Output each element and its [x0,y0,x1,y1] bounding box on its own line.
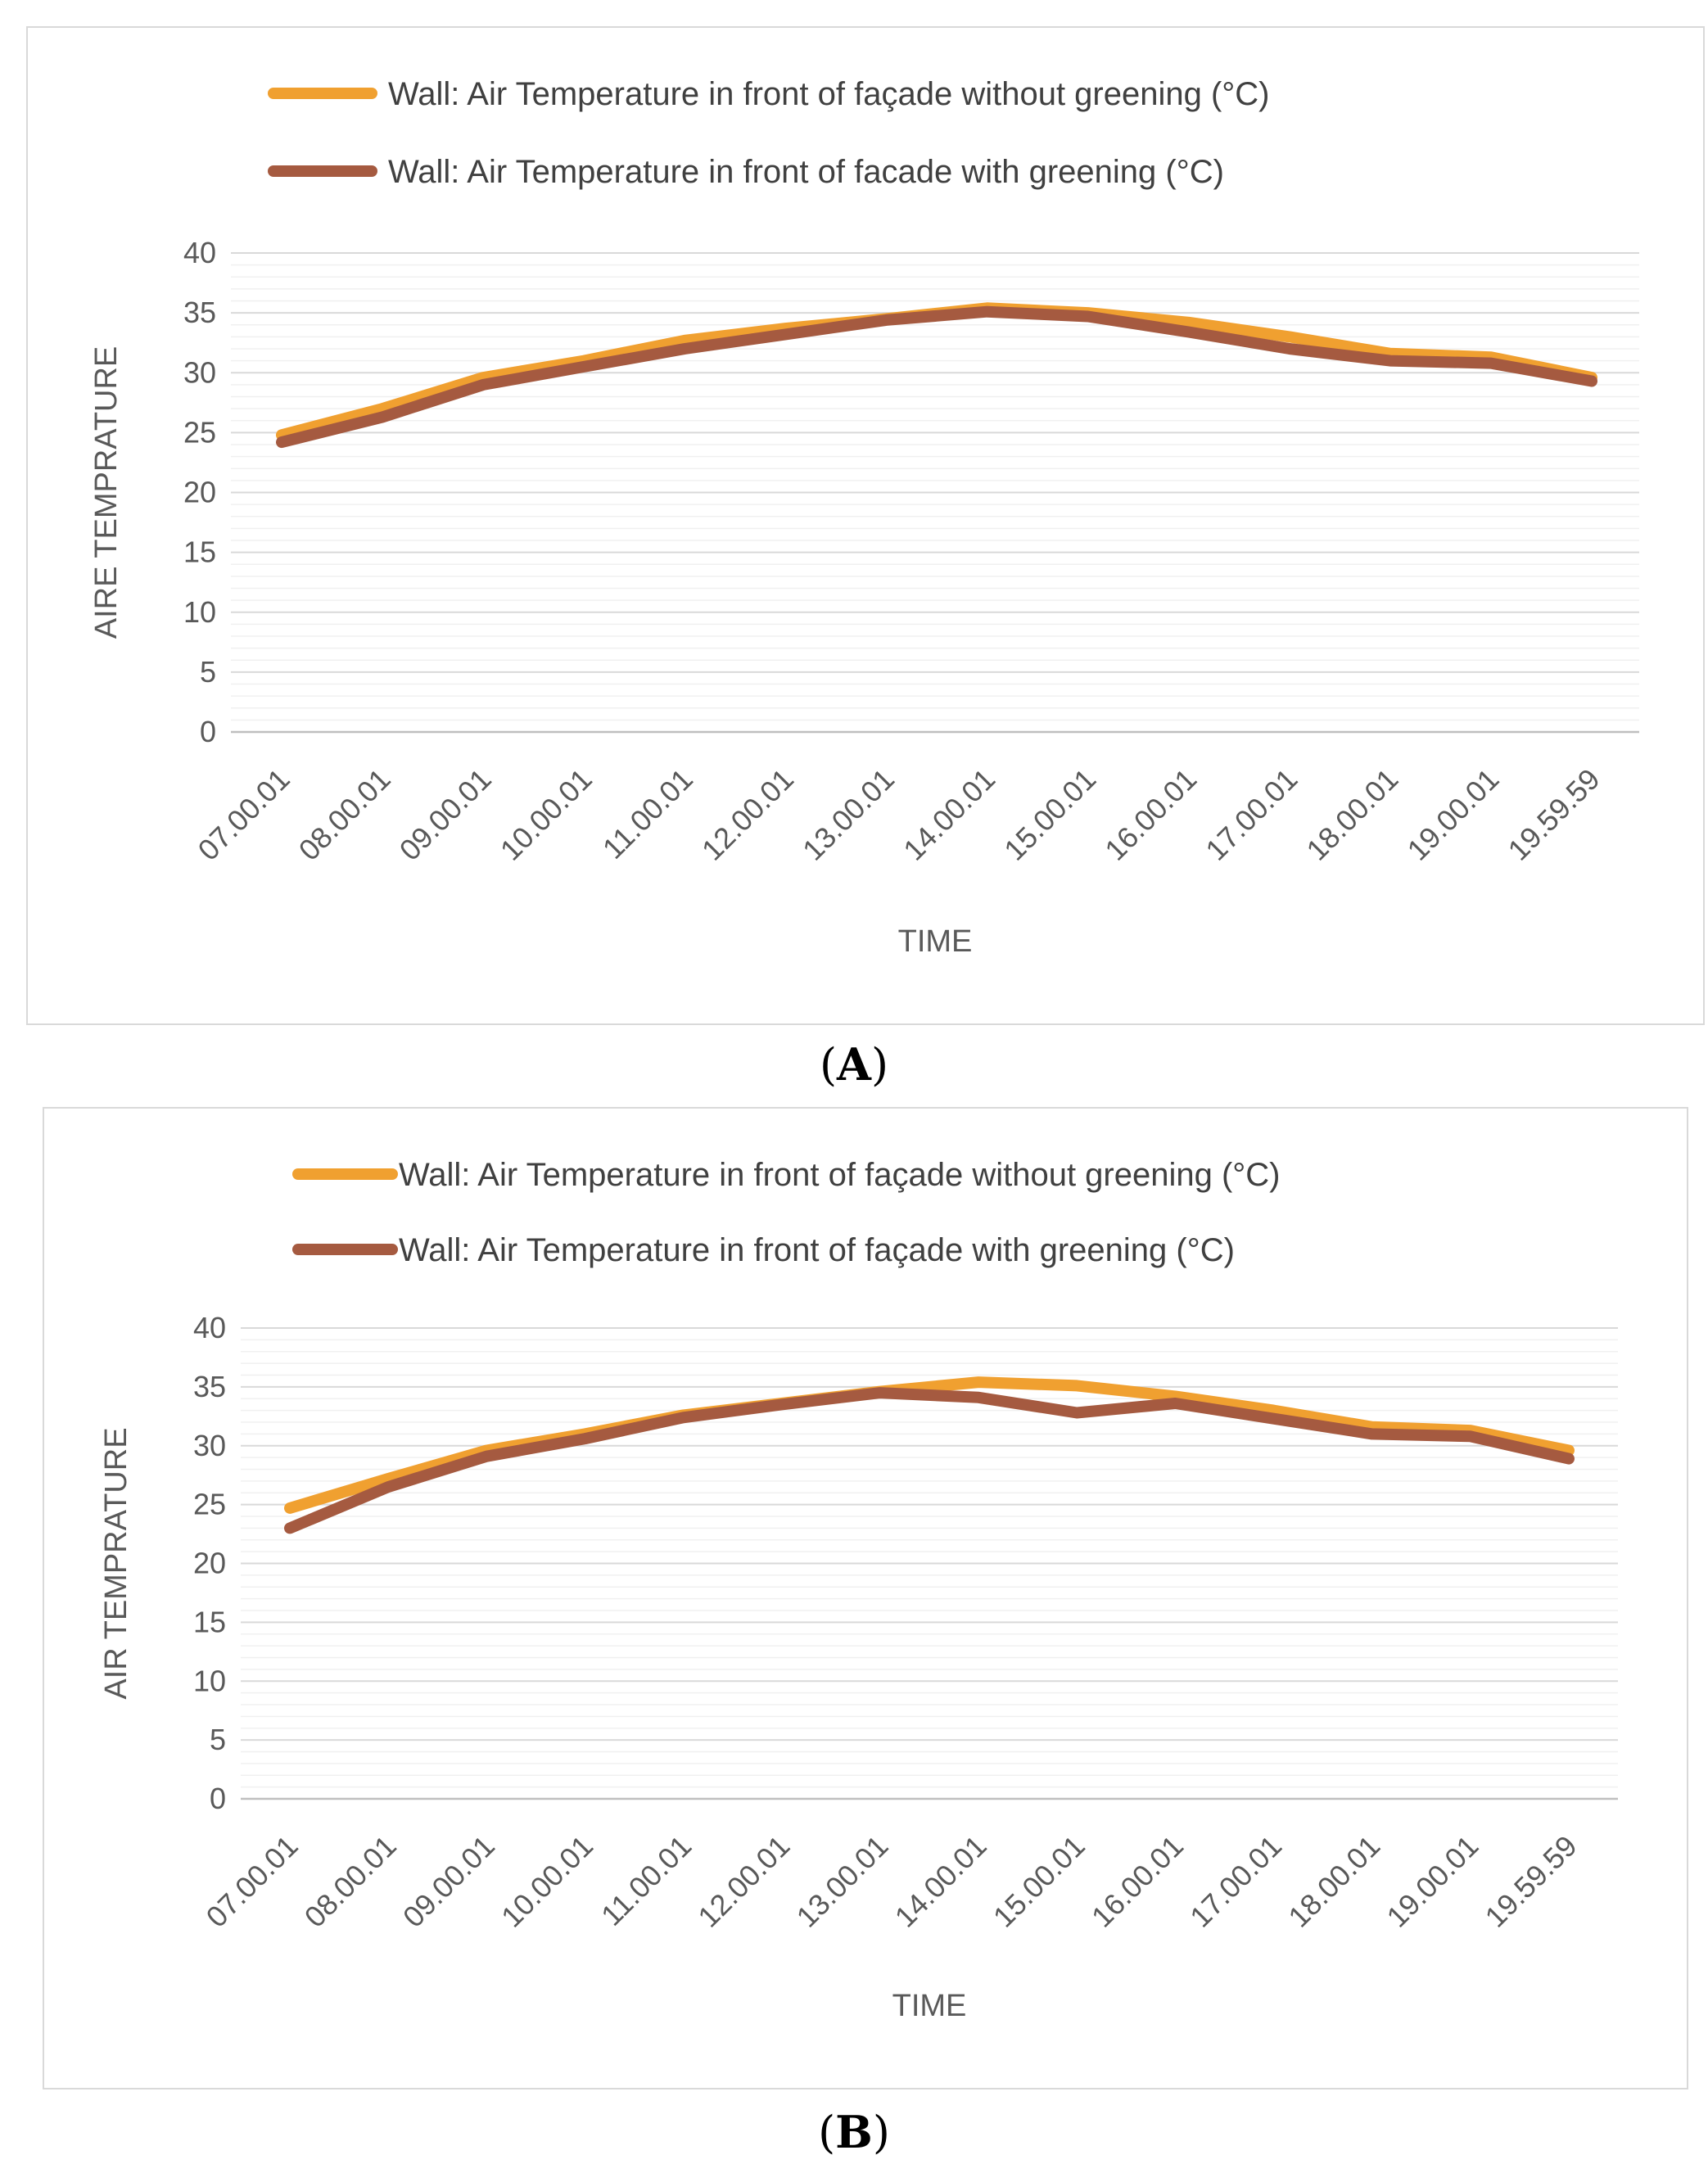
chart-a-svg: 0 5 10 15 20 25 30 35 40 07.00.0108.00.0109.00.01… [89,76,1639,959]
caption-b: (B) [818,2106,890,2158]
x-axis-title: TIME [898,924,973,959]
x-tick-label: 13.00.01 [789,1829,894,1934]
y-tick-label: 35 [193,1370,226,1403]
x-tick-label: 19.59.59 [1502,762,1606,867]
caption-a-letter: A [837,1038,871,1091]
x-tick-label: 19.00.01 [1400,762,1505,867]
y-tick-label: 15 [193,1605,226,1638]
y-tick-label: 15 [183,535,216,569]
x-tick-label: 11.00.01 [596,762,699,865]
legend-label-with-greening: Wall: Air Temperature in front of facade… [388,154,1224,190]
caption-b-letter: B [835,2106,873,2158]
x-tick-label: 11.00.01 [594,1829,698,1932]
chart-b-svg: 0 5 10 15 20 25 30 35 40 07.00.0108.00.0109.00.01… [99,1157,1618,2023]
y-tick-label: 35 [183,296,216,329]
x-tick-label: 08.00.01 [298,1829,403,1934]
x-tick-label: 17.00.01 [1183,1829,1288,1934]
x-tick-label: 08.00.01 [292,762,397,867]
y-tick-label: 40 [183,236,216,269]
x-tick-label: 12.00.01 [695,762,800,867]
y-tick-label: 40 [193,1311,226,1344]
x-tick-label: 19.00.01 [1380,1829,1484,1934]
y-tick-label: 0 [210,1782,226,1815]
y-tick-label: 10 [193,1664,226,1697]
x-tick-label: 09.00.01 [393,762,498,867]
x-tick-label: 15.00.01 [997,762,1102,867]
x-tick-label: 14.00.01 [897,762,1001,867]
x-tick-label: 09.00.01 [396,1829,501,1934]
x-tick-label: 18.00.01 [1281,1829,1386,1934]
x-tick-label: 19.59.59 [1479,1829,1584,1934]
x-tick-label: 12.00.01 [691,1829,796,1934]
y-tick-label: 30 [193,1429,226,1462]
y-axis-title: AIR TEMPRATURE [99,1427,133,1699]
x-tick-label: 14.00.01 [888,1829,993,1934]
x-tick-label: 07.00.01 [200,1829,305,1934]
y-tick-label: 5 [200,655,216,689]
y-tick-label: 10 [183,595,216,629]
x-tick-label: 13.00.01 [796,762,901,867]
series-line-without-greening [276,302,1597,441]
y-tick-label: 5 [210,1723,226,1756]
x-tick-label: 18.00.01 [1299,762,1404,867]
legend-label-with-greening: Wall: Air Temperature in front of façade… [399,1232,1235,1268]
x-tick-label: 15.00.01 [987,1829,1091,1934]
x-tick-label: 16.00.01 [1098,762,1203,867]
y-tick-label: 0 [200,715,216,748]
x-tick-label: 07.00.01 [192,762,296,867]
legend-label-without-greening: Wall: Air Temperature in front of façade… [399,1157,1281,1193]
x-tick-label: 17.00.01 [1199,762,1304,867]
y-tick-label: 30 [183,355,216,389]
y-tick-label: 25 [193,1488,226,1521]
chart-panel-b: 0 5 10 15 20 25 30 35 40 07.00.01 08.00.01 09.00.01… [43,1107,1688,2089]
series-line-with-greening [284,1387,1575,1534]
chart-panel-a: 0 5 10 15 20 25 30 35 40 07.00.01 08.00.01 09.00.01… [26,26,1705,1025]
caption-a: (A) [819,1038,889,1091]
series-line-with-greening [276,305,1597,449]
y-tick-label: 25 [183,415,216,449]
legend-label-without-greening: Wall: Air Temperature in front of façade… [388,76,1270,112]
y-axis-title: AIRE TEMPRATURE [89,346,124,639]
y-tick-label: 20 [183,476,216,509]
x-tick-label: 16.00.01 [1085,1829,1190,1934]
x-axis-title: TIME [892,1989,967,2023]
x-tick-label: 10.00.01 [495,1829,599,1934]
x-tick-label: 10.00.01 [494,762,599,867]
y-tick-label: 20 [193,1547,226,1580]
